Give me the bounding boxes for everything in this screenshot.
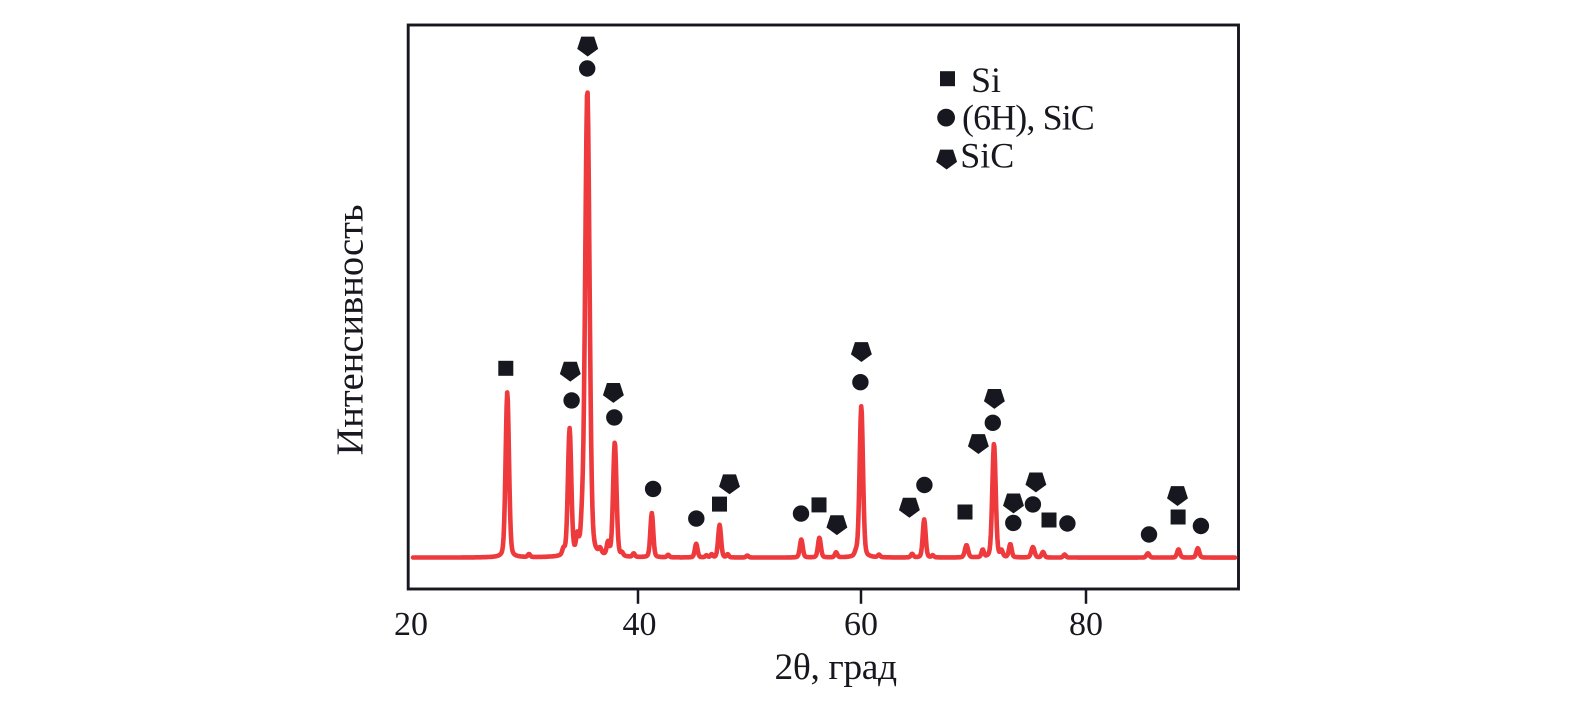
- svg-text:(6H), SiC: (6H), SiC: [962, 98, 1094, 138]
- svg-text:40: 40: [623, 606, 657, 643]
- svg-text:20: 20: [394, 606, 428, 643]
- svg-text:SiC: SiC: [960, 136, 1014, 176]
- svg-text:60: 60: [844, 606, 878, 643]
- svg-text:Интенсивность: Интенсивность: [329, 204, 371, 455]
- svg-text:80: 80: [1069, 606, 1103, 643]
- svg-text:2θ, град: 2θ, град: [775, 647, 897, 688]
- svg-text:Si: Si: [971, 60, 1001, 100]
